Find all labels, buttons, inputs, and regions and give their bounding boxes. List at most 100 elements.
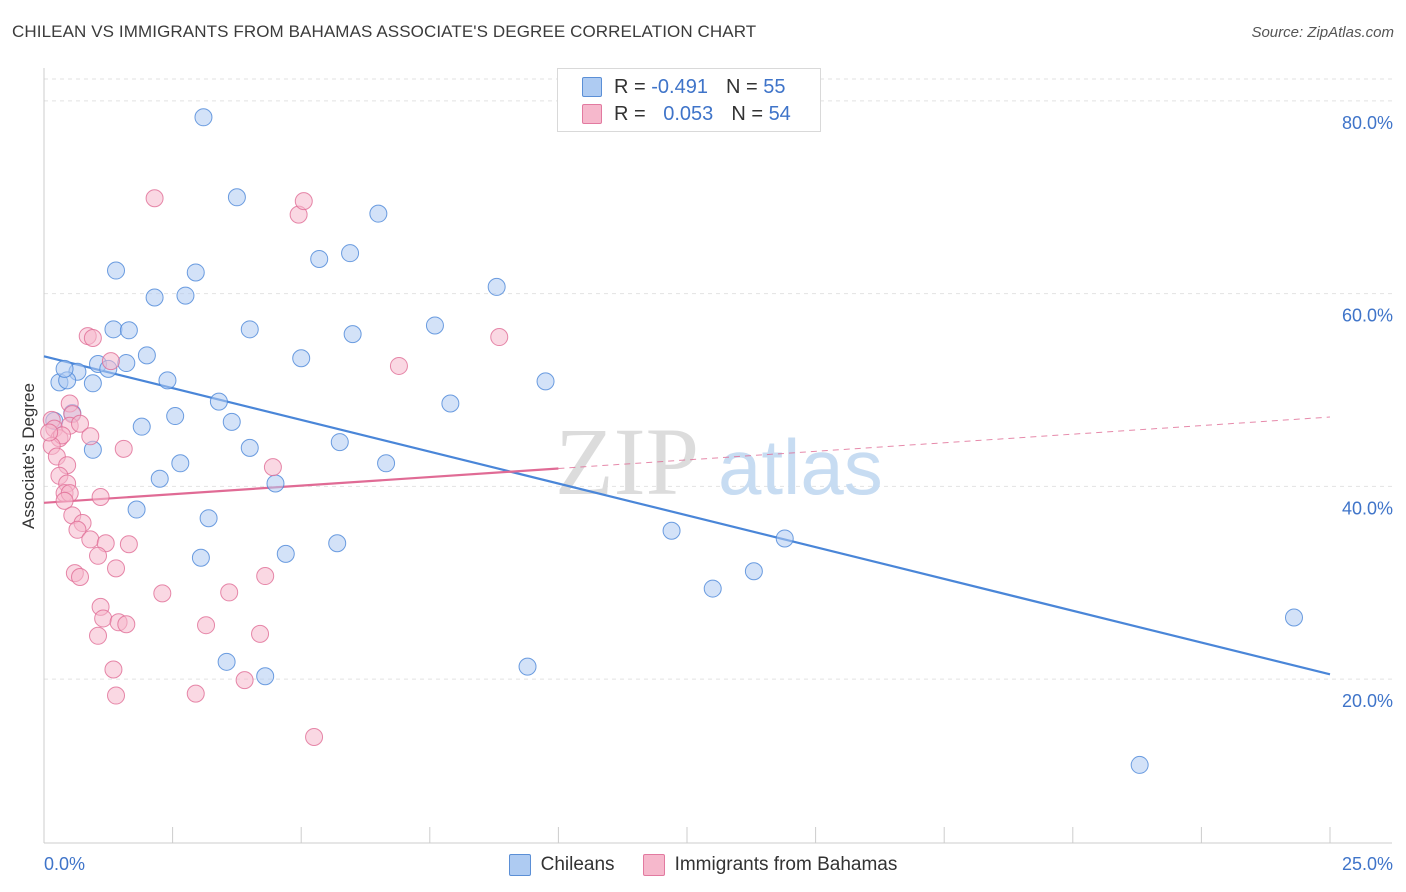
data-point [199,509,218,528]
y-tick-label: 60.0% [1342,306,1393,326]
legend-r-label: R = [614,75,652,98]
data-point [55,491,74,510]
data-point [71,414,90,433]
y-tick-label: 80.0% [1342,113,1393,133]
data-point [425,316,444,335]
data-point [330,433,349,452]
data-point [209,392,228,411]
data-point [137,346,156,365]
data-point [83,328,102,347]
data-point [487,277,506,296]
data-point [145,189,164,208]
source-label: Source: ZipAtlas.com [1251,24,1394,41]
data-point [294,192,313,211]
data-point [1130,755,1149,774]
data-point [369,204,388,223]
data-point [251,624,270,643]
data-point [227,188,246,207]
series-label-bahamas: Immigrants from Bahamas [674,854,898,875]
data-point [389,356,408,375]
data-point [117,354,136,373]
data-point [240,438,259,457]
data-point [153,584,172,603]
data-point [171,454,190,473]
data-point [81,530,100,549]
data-point [305,727,324,746]
data-point [55,359,74,378]
data-point [341,244,360,263]
data-point [107,261,126,280]
data-point [94,609,113,628]
data-point [256,667,275,686]
series-legend: Chileans Immigrants from Bahamas [0,852,1406,878]
legend-r-value: 0.053 [663,102,714,125]
y-tick-label: 40.0% [1342,498,1393,518]
watermark: ZIP atlas [555,408,883,515]
data-point [222,412,241,431]
legend-swatch-chileans [582,77,602,97]
data-point [107,559,126,578]
data-point [518,657,537,676]
data-point [194,108,213,127]
data-point [114,439,133,458]
data-point [104,660,123,679]
data-point [101,352,120,371]
y-axis-title: Associate's Degree [19,383,38,529]
legend-swatch-bahamas [582,104,602,124]
axes [43,68,1392,844]
data-point [158,371,177,390]
data-point [119,535,138,554]
legend-row-bahamas: R = 0.053 N = 54 [582,101,791,127]
data-point [490,328,509,347]
data-point [119,321,138,340]
data-point [1284,608,1303,627]
data-point [343,325,362,344]
trend-line-chileans [43,355,1331,676]
data-point [235,671,254,690]
series-swatch-bahamas [642,854,665,876]
data-point [104,320,123,339]
legend-n-value: 54 [768,102,791,125]
legend-row-chileans: R = -0.491 N = 55 [582,74,785,100]
data-point [89,626,108,645]
series-bahamas [40,189,509,746]
data-point [191,548,210,567]
legend-r-label: R = [614,102,652,125]
watermark-atlas: atlas [718,423,883,511]
data-points [40,108,1303,774]
data-point [145,288,164,307]
series-legend-chileans: Chileans [508,854,615,876]
data-point [89,546,108,565]
x-tick-label-min: 0.0% [44,854,85,874]
data-point [40,423,59,442]
data-point [217,652,236,671]
data-point [150,469,169,488]
legend-n-label: N = [731,102,769,125]
data-point [127,500,146,519]
data-point [744,562,763,581]
data-point [310,249,329,268]
data-point [186,684,205,703]
trend-lines [43,355,1331,676]
data-point [263,458,282,477]
series-legend-bahamas: Immigrants from Bahamas [642,854,898,876]
data-point [197,616,216,635]
data-point [441,394,460,413]
legend-r-value: -0.491 [651,75,708,98]
legend-n-value: 55 [763,75,786,98]
data-point [703,579,722,598]
data-point [166,407,185,426]
data-point [91,488,110,507]
trend-line-bahamas-extension [558,416,1331,469]
data-point [775,529,794,548]
data-point [240,320,259,339]
data-point [71,568,90,587]
legend-n-label: N = [725,75,764,98]
x-tick-label-max: 25.0% [1342,854,1393,874]
series-label-chileans: Chileans [540,854,615,875]
y-tick-label: 20.0% [1342,691,1393,711]
correlation-legend: R = -0.491 N = 55 R = 0.053 N = 54 [557,68,821,132]
data-point [81,427,100,446]
data-point [292,349,311,368]
